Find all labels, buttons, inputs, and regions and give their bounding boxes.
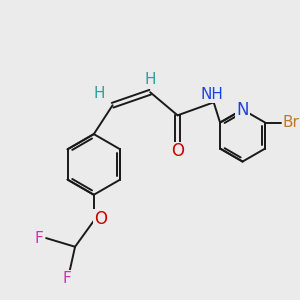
Text: O: O xyxy=(94,210,107,228)
Text: NH: NH xyxy=(201,87,224,102)
Text: F: F xyxy=(34,231,43,246)
Text: H: H xyxy=(144,72,156,87)
Text: F: F xyxy=(62,271,71,286)
Text: O: O xyxy=(171,142,184,160)
Text: Br: Br xyxy=(283,115,299,130)
Text: N: N xyxy=(236,100,249,118)
Text: H: H xyxy=(94,85,105,100)
